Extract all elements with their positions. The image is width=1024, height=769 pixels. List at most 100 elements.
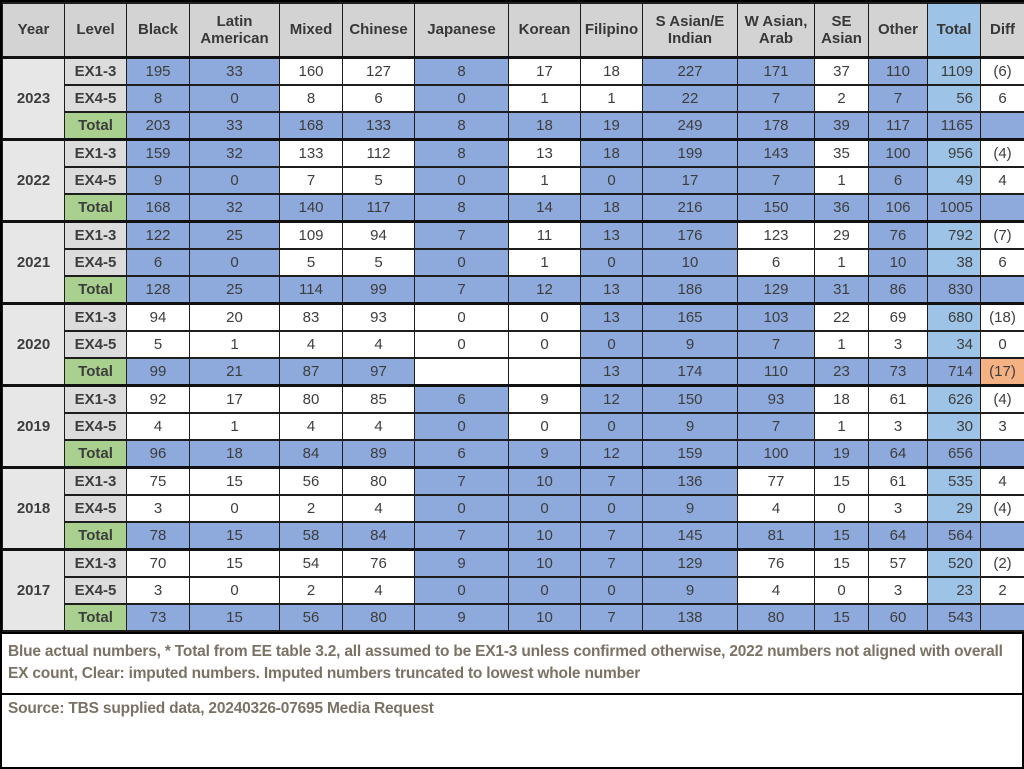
cell-2019-ex4-5-filipino: 0 (580, 412, 643, 441)
cell-2020-ex1-3-filipino: 13 (580, 302, 643, 332)
cell-2019-ex1-3-w-asian-arab: 93 (737, 384, 815, 414)
cell-2018-ex4-5-w-asian-arab: 4 (737, 494, 815, 523)
level-label-ex4-5: EX4-5 (64, 576, 127, 605)
cell-2017-total-korean: 10 (508, 603, 581, 632)
cell-2021-ex4-5-other: 10 (868, 248, 928, 277)
year-label-2022: 2022 (2, 138, 65, 223)
level-label-ex1-3: EX1-3 (64, 302, 127, 332)
cell-2022-total-black: 168 (126, 193, 190, 223)
cell-2021-total-other: 86 (868, 275, 928, 305)
cell-2020-ex4-5-se-asian: 1 (814, 330, 869, 359)
cell-2022-ex1-3-s-asian-e-indian: 199 (642, 138, 738, 168)
cell-2021-total-black: 128 (126, 275, 190, 305)
cell-2017-ex1-3-other: 57 (868, 548, 928, 578)
cell-2018-ex4-5-other: 3 (868, 494, 928, 523)
cell-2020-ex1-3-chinese: 93 (342, 302, 415, 332)
cell-2022-ex4-5-s-asian-e-indian: 17 (642, 166, 738, 195)
cell-2020-ex4-5-chinese: 4 (342, 330, 415, 359)
cell-2023-ex1-3-korean: 17 (508, 56, 581, 86)
cell-2021-ex4-5-black: 6 (126, 248, 190, 277)
cell-2020-ex4-5-total: 34 (927, 330, 981, 359)
cell-2020-ex1-3-black: 94 (126, 302, 190, 332)
cell-2022-ex1-3-total: 956 (927, 138, 981, 168)
cell-2018-total-mixed: 58 (279, 521, 343, 551)
level-label-total: Total (64, 439, 127, 469)
cell-2018-total-w-asian-arab: 81 (737, 521, 815, 551)
cell-2022-ex1-3-mixed: 133 (279, 138, 343, 168)
cell-2021-total-chinese: 99 (342, 275, 415, 305)
cell-2023-ex4-5-s-asian-e-indian: 22 (642, 84, 738, 113)
cell-2023-total-mixed: 168 (279, 111, 343, 141)
cell-2023-ex1-3-se-asian: 37 (814, 56, 869, 86)
cell-2018-ex4-5-japanese: 0 (414, 494, 509, 523)
cell-2017-total-total: 543 (927, 603, 981, 632)
cell-2017-ex1-3-w-asian-arab: 76 (737, 548, 815, 578)
cell-2021-total-filipino: 13 (580, 275, 643, 305)
cell-2023-total-s-asian-e-indian: 249 (642, 111, 738, 141)
cell-2020-total-total: 714 (927, 357, 981, 387)
cell-2023-total-other: 117 (868, 111, 928, 141)
level-label-ex1-3: EX1-3 (64, 384, 127, 414)
cell-2017-ex1-3-japanese: 9 (414, 548, 509, 578)
cell-2017-ex1-3-latin-american: 15 (189, 548, 280, 578)
cell-2019-ex4-5-se-asian: 1 (814, 412, 869, 441)
cell-2019-total-latin-american: 18 (189, 439, 280, 469)
cell-2020-ex4-5-korean: 0 (508, 330, 581, 359)
cell-2022-total-chinese: 117 (342, 193, 415, 223)
col-header-korean: Korean (508, 2, 581, 59)
cell-2022-ex4-5-filipino: 0 (580, 166, 643, 195)
cell-2022-ex1-3-w-asian-arab: 143 (737, 138, 815, 168)
cell-2021-total-latin-american: 25 (189, 275, 280, 305)
cell-2022-ex1-3-chinese: 112 (342, 138, 415, 168)
cell-2021-ex1-3-filipino: 13 (580, 220, 643, 250)
cell-2017-ex4-5-filipino: 0 (580, 576, 643, 605)
cell-2017-ex1-3-chinese: 76 (342, 548, 415, 578)
cell-2021-ex4-5-korean: 1 (508, 248, 581, 277)
level-label-ex4-5: EX4-5 (64, 412, 127, 441)
cell-2017-ex4-5-korean: 0 (508, 576, 581, 605)
cell-2022-ex1-3-korean: 13 (508, 138, 581, 168)
cell-2022-ex1-3-diff: (4) (980, 138, 1024, 168)
cell-2023-ex1-3-diff: (6) (980, 56, 1024, 86)
cell-2017-ex4-5-black: 3 (126, 576, 190, 605)
col-header-filipino: Filipino (580, 2, 643, 59)
cell-2019-total-japanese: 6 (414, 439, 509, 469)
cell-2023-total-filipino: 19 (580, 111, 643, 141)
cell-2017-ex4-5-mixed: 2 (279, 576, 343, 605)
cell-2018-ex4-5-korean: 0 (508, 494, 581, 523)
cell-2021-total-w-asian-arab: 129 (737, 275, 815, 305)
cell-2021-ex1-3-other: 76 (868, 220, 928, 250)
cell-2022-total-mixed: 140 (279, 193, 343, 223)
cell-2022-total-diff (980, 193, 1024, 223)
cell-2019-ex4-5-s-asian-e-indian: 9 (642, 412, 738, 441)
cell-2020-ex1-3-se-asian: 22 (814, 302, 869, 332)
cell-2022-total-japanese: 8 (414, 193, 509, 223)
level-label-total: Total (64, 275, 127, 305)
cell-2018-total-se-asian: 15 (814, 521, 869, 551)
cell-2022-ex4-5-chinese: 5 (342, 166, 415, 195)
cell-2017-ex4-5-chinese: 4 (342, 576, 415, 605)
cell-2021-ex4-5-se-asian: 1 (814, 248, 869, 277)
cell-2021-ex4-5-mixed: 5 (279, 248, 343, 277)
cell-2017-total-se-asian: 15 (814, 603, 869, 632)
cell-2019-ex1-3-filipino: 12 (580, 384, 643, 414)
cell-2018-ex1-3-s-asian-e-indian: 136 (642, 466, 738, 496)
level-label-total: Total (64, 357, 127, 387)
cell-2018-total-latin-american: 15 (189, 521, 280, 551)
cell-2021-total-mixed: 114 (279, 275, 343, 305)
col-header-chinese: Chinese (342, 2, 415, 59)
cell-2022-ex1-3-filipino: 18 (580, 138, 643, 168)
cell-2019-ex1-3-se-asian: 18 (814, 384, 869, 414)
level-label-total: Total (64, 521, 127, 551)
cell-2017-ex1-3-total: 520 (927, 548, 981, 578)
year-label-2019: 2019 (2, 384, 65, 469)
level-label-total: Total (64, 603, 127, 632)
cell-2017-ex4-5-total: 23 (927, 576, 981, 605)
cell-2021-total-se-asian: 31 (814, 275, 869, 305)
cell-2020-ex4-5-black: 5 (126, 330, 190, 359)
cell-2023-ex4-5-diff: 6 (980, 84, 1024, 113)
cell-2023-ex1-3-black: 195 (126, 56, 190, 86)
cell-2017-total-chinese: 80 (342, 603, 415, 632)
cell-2023-ex4-5-korean: 1 (508, 84, 581, 113)
cell-2019-ex1-3-s-asian-e-indian: 150 (642, 384, 738, 414)
